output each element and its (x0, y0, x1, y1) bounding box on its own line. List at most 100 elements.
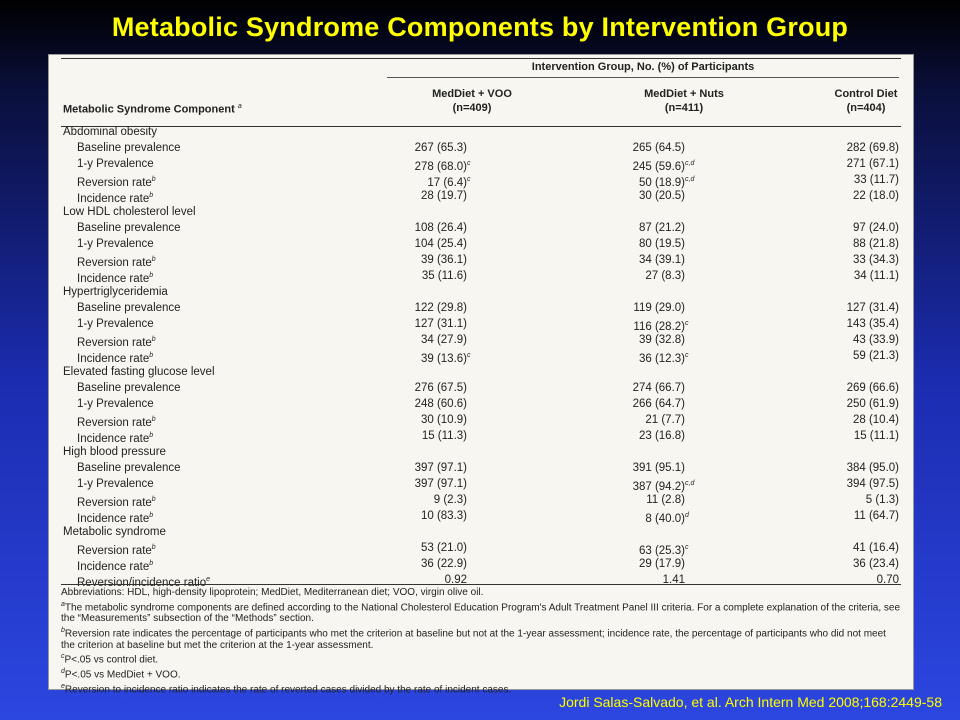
cell-value: 15 (11.1) (853, 430, 899, 442)
table-cell: 274 (66.7) (615, 380, 685, 396)
table-row: 1-y Prevalence 248 (60.6) 266 (64.7) 250 (6… (61, 396, 901, 412)
table-cell: 30 (20.5) (615, 188, 685, 204)
table-row: Incidence rateb 39 (13.6)c 36 (12.3)c 59 (2… (61, 348, 901, 365)
footnote-text: Abbreviations: HDL, high-density lipopro… (61, 587, 484, 598)
footnote: bReversion rate indicates the percentage… (61, 625, 901, 651)
table-row: Baseline prevalence 397 (97.1) 391 (95.1) 3… (61, 460, 901, 476)
row-label: 1-y Prevalence (77, 156, 154, 172)
cell-value: 39 (32.8) (638, 334, 685, 346)
table-cell: 53 (21.0) (397, 540, 467, 556)
cell-value: 28 (10.4) (852, 414, 899, 426)
table-cell: 267 (65.3) (397, 140, 467, 156)
table-row: Incidence rateb 35 (11.6) 27 (8.3) 34 (11.1… (61, 268, 901, 285)
component-column-header: Metabolic Syndrome Component a (63, 103, 242, 116)
table-cell: 5 (1.3) (829, 492, 899, 508)
cell-value: 34 (39.1) (638, 254, 685, 266)
cell-value: 397 (97.1) (414, 478, 467, 490)
cell-value: 266 (64.7) (632, 398, 685, 410)
column-header-nuts: MedDiet + Nuts (n=411) (599, 87, 769, 115)
table-cell: 36 (23.4) (829, 556, 899, 572)
cell-value: 33 (34.3) (852, 254, 899, 266)
cell-value: 391 (95.1) (632, 462, 685, 474)
cell-value: 127 (31.1) (414, 318, 467, 330)
cell-value: 23 (16.8) (638, 430, 685, 442)
row-label: Reversion rateb (77, 252, 156, 271)
row-label-text: Incidence rate (77, 560, 150, 573)
cell-value: 119 (29.0) (633, 302, 685, 314)
table-row: 1-y Prevalence 104 (25.4) 80 (19.5) 88 (21.… (61, 236, 901, 252)
table-row: Baseline prevalence 108 (26.4) 87 (21.2) 97… (61, 220, 901, 236)
table-row: 1-y Prevalence 397 (97.1) 387 (94.2)c,d 394… (61, 476, 901, 493)
cell-value: 30 (10.9) (420, 414, 467, 426)
cell-value: 274 (66.7) (632, 382, 685, 394)
row-label-text: Baseline prevalence (77, 462, 181, 474)
cell-value: 394 (97.5) (846, 478, 899, 490)
table-cell: 0.70 (829, 572, 899, 588)
footnote-sup: b (61, 626, 65, 634)
row-label-sup: b (151, 336, 156, 343)
table-row: Reversion rateb 34 (27.9) 39 (32.8) 43 (33.… (61, 332, 901, 349)
table-cell: 29 (17.9) (615, 556, 685, 572)
cell-value: 53 (21.0) (420, 542, 467, 554)
table-cell: 28 (19.7) (397, 188, 467, 204)
row-label-text: Reversion rate (77, 496, 152, 509)
table-cell: 11 (2.8) (615, 492, 685, 508)
cell-value: 36 (12.3) (638, 352, 685, 365)
row-label: Reversion rateb (77, 172, 156, 191)
table-row: Incidence rateb 28 (19.7) 30 (20.5) 22 (18.… (61, 188, 901, 205)
row-label-sup: b (149, 352, 154, 359)
row-label-text: Baseline prevalence (77, 142, 181, 154)
row-label-text: Baseline prevalence (77, 302, 181, 314)
row-label-text: Baseline prevalence (77, 382, 181, 394)
row-label-text: Low HDL cholesterol level (63, 206, 196, 218)
row-label: Baseline prevalence (77, 460, 181, 476)
cell-sup: c (685, 544, 689, 551)
table-header-rule (61, 126, 901, 127)
footnote: aThe metabolic syndrome components are d… (61, 599, 901, 625)
component-header-sup: a (237, 103, 242, 110)
table-row: Reversion rateb 53 (21.0) 63 (25.3)c 41 (16… (61, 540, 901, 557)
cell-value: 143 (35.4) (846, 318, 899, 330)
table-row: Baseline prevalence 267 (65.3) 265 (64.5) 2… (61, 140, 901, 156)
table-cell: 27 (8.3) (615, 268, 685, 284)
table-header: Intervention Group, No. (%) of Participa… (61, 61, 901, 127)
footnote-text: P<.05 vs MedDiet + VOO. (64, 669, 181, 681)
group-header: Intervention Group, No. (%) of Participa… (531, 61, 755, 73)
row-label-text: 1-y Prevalence (77, 318, 154, 330)
row-label: Reversion rateb (77, 492, 156, 511)
table-cell: 10 (83.3) (397, 508, 467, 524)
table-row: Incidence rateb 10 (83.3) 8 (40.0)d 11 (64.… (61, 508, 901, 525)
row-label: 1-y Prevalence (77, 236, 154, 252)
row-label-sup: b (151, 176, 156, 183)
row-label-sup: b (149, 272, 154, 279)
cell-value: 278 (68.0) (414, 160, 467, 173)
cell-value: 11 (64.7) (853, 510, 899, 522)
row-label: High blood pressure (63, 444, 166, 460)
footnote-text: Reversion rate indicates the percentage … (61, 628, 886, 651)
cell-value: 43 (33.9) (852, 334, 899, 346)
table-cell: 119 (29.0) (615, 300, 685, 316)
cell-value: 36 (22.9) (420, 558, 467, 570)
column-header-name: MedDiet + VOO (432, 88, 512, 100)
cell-value: 250 (61.9) (846, 398, 899, 410)
cell-value: 22 (18.0) (852, 190, 899, 202)
table-group-row: Low HDL cholesterol level (61, 204, 901, 220)
row-label-text: Reversion rate (77, 176, 152, 189)
row-label: Reversion rateb (77, 412, 156, 431)
table-bottom-rule (61, 584, 901, 585)
table-group-row: Abdominal obesity (61, 124, 901, 140)
table-cell: 104 (25.4) (397, 236, 467, 252)
footnote: dP<.05 vs MedDiet + VOO. (61, 666, 901, 681)
component-header-text: Metabolic Syndrome Component (63, 103, 235, 116)
footnote: Abbreviations: HDL, high-density lipopro… (61, 587, 901, 599)
table-cell: 33 (11.7) (829, 172, 899, 188)
cell-sup: c (467, 160, 471, 167)
table-cell: 397 (97.1) (397, 476, 467, 492)
table-group-row: Hypertriglyceridemia (61, 284, 901, 300)
row-label-sup: b (151, 544, 156, 551)
table-cell: 9 (2.3) (397, 492, 467, 508)
table-cell: 276 (67.5) (397, 380, 467, 396)
row-label-sup: b (151, 416, 156, 423)
table-cell: 39 (32.8) (615, 332, 685, 348)
table-cell: 59 (21.3) (829, 348, 899, 364)
